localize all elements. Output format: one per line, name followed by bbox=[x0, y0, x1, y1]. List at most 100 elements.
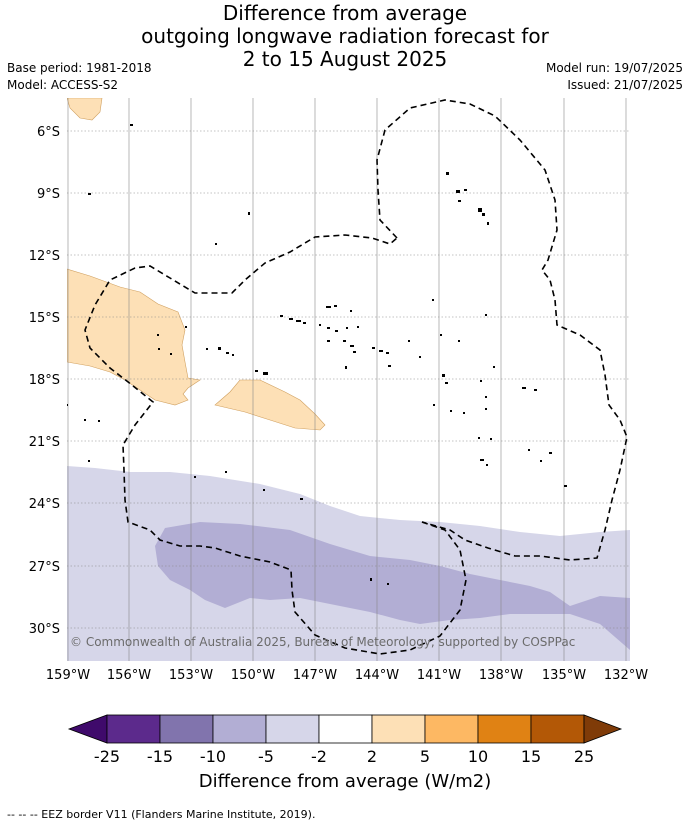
island bbox=[419, 356, 421, 358]
island bbox=[158, 348, 160, 350]
title-line-1: Difference from average bbox=[222, 1, 468, 25]
island bbox=[480, 380, 482, 382]
model-run: Model run: 19/07/2025 bbox=[545, 61, 683, 75]
colorbar-tick-label: 10 bbox=[468, 747, 488, 766]
island bbox=[334, 305, 337, 307]
island bbox=[353, 351, 356, 353]
island bbox=[280, 315, 283, 317]
copyright-notice: © Commonwealth of Australia 2025, Bureau… bbox=[70, 635, 575, 649]
longitude-label: 147°W bbox=[293, 668, 337, 683]
colorbar-segment bbox=[159, 714, 214, 744]
island bbox=[327, 340, 330, 342]
longitude-label: 141°W bbox=[417, 668, 461, 683]
island bbox=[458, 200, 461, 202]
island bbox=[490, 438, 492, 440]
anomaly-region-plus2-to-plus5-northwest bbox=[67, 98, 103, 121]
island bbox=[493, 366, 495, 368]
island bbox=[522, 387, 526, 389]
island bbox=[319, 324, 321, 326]
colorbar-segment bbox=[530, 714, 585, 744]
island bbox=[478, 208, 482, 212]
island bbox=[263, 372, 268, 375]
island bbox=[456, 190, 460, 193]
island bbox=[350, 310, 352, 312]
colorbar-tick-label: -25 bbox=[94, 747, 120, 766]
eez-border bbox=[376, 99, 628, 561]
base-period: Base period: 1981-2018 bbox=[7, 61, 152, 75]
island bbox=[303, 322, 306, 324]
island bbox=[84, 419, 86, 421]
latitude-label: 6°S bbox=[37, 125, 60, 140]
island bbox=[289, 318, 293, 320]
island bbox=[346, 327, 348, 329]
eez-legend-note: -- -- -- EEZ border V11 (Flanders Marine… bbox=[7, 808, 316, 821]
island bbox=[464, 189, 467, 191]
island bbox=[445, 382, 448, 384]
island bbox=[534, 389, 537, 391]
island bbox=[482, 213, 485, 216]
island bbox=[248, 212, 250, 215]
island bbox=[232, 354, 234, 356]
colorbar-segment bbox=[265, 714, 320, 744]
latitude-label: 18°S bbox=[29, 373, 60, 388]
colorbar-tick-label: 15 bbox=[521, 747, 541, 766]
island bbox=[386, 352, 389, 354]
island bbox=[350, 345, 354, 347]
island bbox=[463, 412, 465, 414]
longitude-label: 144°W bbox=[355, 668, 399, 683]
colorbar-segment bbox=[318, 714, 373, 744]
island bbox=[387, 583, 389, 585]
colorbar-title: Difference from average (W/m2) bbox=[198, 771, 492, 792]
islands bbox=[67, 124, 567, 585]
island bbox=[485, 408, 487, 410]
meta-left: Base period: 1981-2018 Model: ACCESS-S2 bbox=[7, 60, 152, 94]
island bbox=[379, 350, 383, 352]
island bbox=[450, 410, 452, 412]
island bbox=[326, 306, 331, 308]
colorbar-tick-label: -15 bbox=[147, 747, 173, 766]
island bbox=[485, 396, 487, 398]
island bbox=[88, 460, 90, 462]
island bbox=[218, 347, 221, 350]
latitude-label: 12°S bbox=[29, 249, 60, 264]
meta-right: Model run: 19/07/2025 Issued: 21/07/2025 bbox=[546, 60, 683, 94]
colorbar-tick-label: 25 bbox=[574, 747, 594, 766]
longitude-label: 159°W bbox=[46, 668, 90, 683]
island bbox=[157, 334, 159, 336]
island bbox=[296, 320, 301, 322]
longitude-label: 156°W bbox=[107, 668, 151, 683]
latitude-label: 27°S bbox=[29, 560, 60, 575]
island bbox=[540, 460, 542, 462]
issued-date: Issued: 21/07/2025 bbox=[567, 78, 683, 92]
island bbox=[370, 578, 372, 581]
island bbox=[263, 489, 265, 491]
island bbox=[372, 347, 375, 349]
island bbox=[343, 340, 346, 342]
colorbar-tick-label: -10 bbox=[200, 747, 226, 766]
island bbox=[458, 340, 460, 342]
graticule bbox=[67, 98, 630, 661]
island bbox=[225, 471, 227, 473]
latitude-label: 15°S bbox=[29, 311, 60, 326]
colorbar-segment bbox=[424, 714, 479, 744]
island bbox=[88, 193, 91, 195]
island bbox=[485, 314, 487, 316]
longitude-label: 150°W bbox=[231, 668, 275, 683]
island bbox=[300, 498, 303, 500]
island bbox=[194, 476, 196, 478]
model-name: Model: ACCESS-S2 bbox=[7, 78, 119, 92]
island bbox=[442, 374, 445, 377]
island bbox=[528, 449, 530, 451]
eez-border-south bbox=[84, 234, 467, 655]
map-title: Difference from average outgoing longwav… bbox=[0, 2, 690, 71]
island bbox=[478, 437, 480, 439]
longitude-label: 153°W bbox=[169, 668, 213, 683]
island bbox=[335, 330, 338, 332]
island bbox=[215, 243, 217, 245]
latitude-label: 9°S bbox=[37, 187, 60, 202]
colorbar-tick-label: 5 bbox=[420, 747, 430, 766]
latitude-label: 24°S bbox=[29, 497, 60, 512]
island bbox=[206, 348, 208, 350]
map-plot-area bbox=[67, 98, 630, 661]
island bbox=[440, 334, 442, 336]
